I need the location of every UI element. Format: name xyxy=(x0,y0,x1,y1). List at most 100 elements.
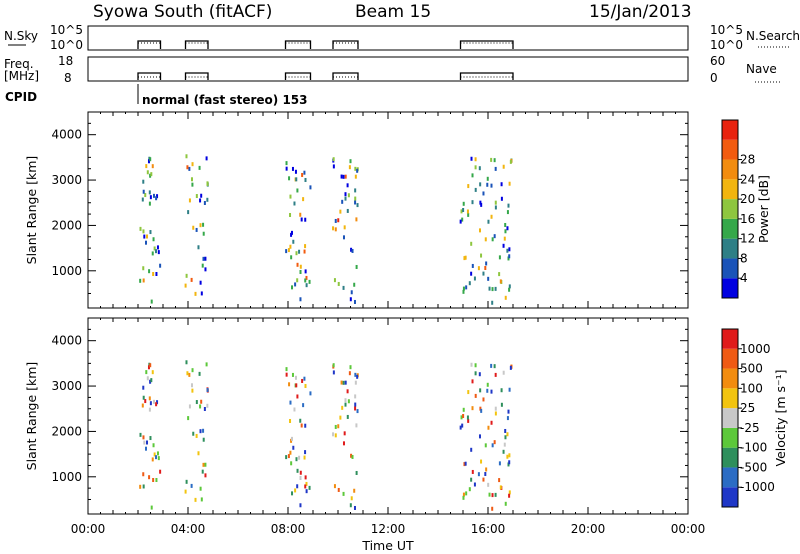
velocity-point xyxy=(506,432,509,437)
velocity-point xyxy=(474,393,477,398)
velocity-point xyxy=(494,372,497,377)
velocity-point xyxy=(303,455,306,460)
velocity-point xyxy=(302,403,305,408)
power-point xyxy=(146,234,149,239)
velocity-point xyxy=(291,491,294,496)
velocity-point xyxy=(356,409,359,414)
power-point xyxy=(494,200,497,205)
power-point xyxy=(356,168,359,173)
velocity-point xyxy=(470,477,473,482)
noise-right-tick-top: 10^5 xyxy=(710,23,743,37)
power-point xyxy=(347,193,350,198)
power-point xyxy=(151,251,154,256)
velocity-colorbar-swatch xyxy=(722,487,738,507)
velocity-point xyxy=(459,425,462,430)
power-point xyxy=(344,196,347,201)
velocity-point xyxy=(471,406,474,411)
power-point xyxy=(493,234,496,239)
noise-trace-2 xyxy=(284,40,312,49)
power-point xyxy=(156,245,159,250)
velocity-point xyxy=(143,440,146,445)
velocity-point xyxy=(159,469,162,474)
power-point xyxy=(299,297,302,302)
power-point xyxy=(293,201,296,206)
velocity-point xyxy=(354,406,357,411)
power-point xyxy=(192,225,195,230)
power-point xyxy=(206,182,209,187)
velocity-point xyxy=(195,400,198,405)
power-point xyxy=(146,170,149,175)
velocity-point xyxy=(202,437,205,442)
plot-title: Syowa South (fitACF) xyxy=(93,2,272,22)
velocity-point xyxy=(490,363,493,368)
power-point xyxy=(188,198,191,203)
velocity-point xyxy=(142,395,145,400)
power-point xyxy=(467,184,470,189)
power-point xyxy=(494,205,497,210)
velocity-point xyxy=(508,460,511,465)
velocity-point xyxy=(354,394,357,399)
velocity-colorbar-swatch xyxy=(722,447,738,468)
velocity-point xyxy=(301,378,304,383)
velocity-point xyxy=(508,387,511,392)
power-colorbar-swatch xyxy=(722,278,738,298)
power-axis-ticks: 1000 2000 3000 4000 xyxy=(51,111,689,308)
power-point xyxy=(498,272,501,277)
power-point xyxy=(149,195,152,200)
velocity-point xyxy=(498,461,501,466)
power-point xyxy=(195,227,198,232)
power-point xyxy=(292,239,295,244)
velocity-point xyxy=(486,388,489,393)
power-point xyxy=(188,166,191,171)
velocity-point xyxy=(152,443,155,448)
power-colorbar-tick-label: 16 xyxy=(740,212,755,226)
power-point xyxy=(294,169,297,174)
velocity-point xyxy=(467,390,470,395)
power-point xyxy=(291,166,294,171)
power-point xyxy=(349,159,352,164)
velocity-point xyxy=(142,385,145,390)
velocity-point xyxy=(506,454,509,459)
velocity-point xyxy=(147,365,150,370)
power-point xyxy=(149,230,152,235)
noise-search-label: N.Search xyxy=(746,29,800,43)
velocity-point xyxy=(155,402,158,407)
power-panel: 1000 2000 3000 4000 Slant Range [km] xyxy=(24,111,689,309)
velocity-point xyxy=(347,399,350,404)
velocity-point xyxy=(487,482,490,487)
velocity-colorbar-tick-label: 100 xyxy=(740,381,763,395)
velocity-point xyxy=(309,391,312,396)
velocity-point xyxy=(503,442,506,447)
velocity-panel: 1000 2000 3000 4000 Slant Range [km] xyxy=(24,317,689,515)
velocity-point xyxy=(295,383,298,388)
power-point xyxy=(468,281,471,286)
velocity-point xyxy=(142,484,145,489)
velocity-point xyxy=(203,406,206,411)
power-point xyxy=(504,222,507,227)
power-point xyxy=(198,165,201,170)
velocity-point xyxy=(354,380,357,385)
velocity-point xyxy=(299,418,302,423)
velocity-point xyxy=(471,469,474,474)
velocity-point xyxy=(346,389,349,394)
velocity-point xyxy=(506,416,509,421)
velocity-point xyxy=(342,441,345,446)
velocity-point xyxy=(353,488,356,493)
velocity-point xyxy=(349,365,352,370)
velocity-point xyxy=(148,407,151,412)
velocity-point xyxy=(300,423,303,428)
velocity-point xyxy=(289,450,292,455)
power-point xyxy=(340,174,343,179)
cpid-label: CPID xyxy=(5,90,37,104)
freq-left-tick-top: 18 xyxy=(58,54,73,68)
velocity-point xyxy=(304,450,307,455)
freq-left-tick-bottom: 8 xyxy=(64,71,72,85)
power-point xyxy=(142,229,145,234)
velocity-point xyxy=(355,423,358,428)
velocity-point xyxy=(188,404,191,409)
velocity-ytick-label: 2000 xyxy=(51,424,82,438)
velocity-point xyxy=(142,435,145,440)
velocity-point xyxy=(204,462,207,467)
power-point xyxy=(151,164,154,169)
velocity-point xyxy=(484,443,487,448)
